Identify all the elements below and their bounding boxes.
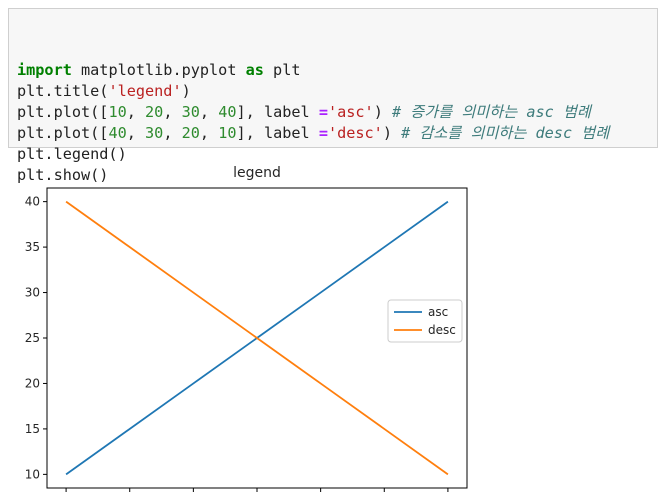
y-tick-label: 35 xyxy=(25,240,40,254)
code-token: 20 xyxy=(145,103,164,121)
legend-label-asc: asc xyxy=(428,305,448,319)
code-token: 20 xyxy=(181,124,200,142)
code-token: = xyxy=(318,124,328,142)
code-token: , xyxy=(199,124,219,142)
legend-box xyxy=(387,299,463,343)
code-token: 40 xyxy=(108,124,127,142)
code-line: plt.legend() xyxy=(17,144,657,165)
code-line: plt.plot([10, 20, 30, 40], label ='asc')… xyxy=(17,102,657,123)
code-token: = xyxy=(318,103,328,121)
code-token: plt.title( xyxy=(17,82,109,100)
y-tick-label: 25 xyxy=(25,331,40,345)
code-token: plt xyxy=(263,61,301,79)
code-line: plt.plot([40, 30, 20, 10], label ='desc'… xyxy=(17,123,657,144)
y-tick-label: 20 xyxy=(25,376,40,390)
y-tick-label: 10 xyxy=(25,467,40,481)
code-token: plt.plot([ xyxy=(17,124,109,142)
code-token: matplotlib.pyplot xyxy=(71,61,246,79)
code-token: 'legend' xyxy=(108,82,182,100)
code-token: import xyxy=(17,61,72,79)
code-token: ], label xyxy=(236,124,319,142)
code-token: 10 xyxy=(218,124,237,142)
code-token: # 감소를 의미하는 desc 범례 xyxy=(401,124,610,142)
code-token: , xyxy=(199,103,219,121)
code-token: 'asc' xyxy=(327,103,374,121)
code-token: # 증가를 의미하는 asc 범례 xyxy=(391,103,591,121)
code-token: , xyxy=(163,124,182,142)
chart: legend 0.00.51.01.52.02.53.0 10 15 20 25 30 3… xyxy=(25,165,468,492)
y-axis: 10 15 20 25 30 35 40 xyxy=(25,195,47,481)
code-cell[interactable]: import matplotlib.pyplot as plt plt.title… xyxy=(8,8,658,184)
y-tick-label: 30 xyxy=(25,286,40,300)
code-token: plt.plot([ xyxy=(17,103,109,121)
code-token: 'desc' xyxy=(327,124,383,142)
code-lines: import matplotlib.pyplot as plt plt.title… xyxy=(17,60,657,186)
code-token: ) xyxy=(373,103,392,121)
legend: asc desc xyxy=(387,299,463,343)
code-token: ) xyxy=(181,82,191,100)
y-tick-label: 15 xyxy=(25,422,40,436)
legend-label-desc: desc xyxy=(428,323,456,337)
code-token: , xyxy=(163,103,182,121)
code-token: ], label xyxy=(236,103,319,121)
code-line: import matplotlib.pyplot as plt xyxy=(17,60,657,81)
code-token: 30 xyxy=(145,124,164,142)
code-token: 10 xyxy=(108,103,127,121)
code-token: plt.legend() xyxy=(17,145,127,163)
code-token: , xyxy=(126,103,146,121)
code-line: plt.show() xyxy=(17,165,657,186)
code-token: ) xyxy=(382,124,402,142)
code-line: plt.title('legend') xyxy=(17,81,657,102)
code-token: plt.show() xyxy=(17,166,109,184)
code-token: as xyxy=(245,61,264,79)
x-axis: 0.00.51.01.52.02.53.0 xyxy=(65,488,449,492)
y-tick-label: 40 xyxy=(25,195,40,209)
code-token: 30 xyxy=(181,103,200,121)
code-token: 40 xyxy=(218,103,237,121)
series-line-desc xyxy=(65,200,449,476)
plot-lines xyxy=(65,200,449,476)
chart-title: legend xyxy=(233,165,281,181)
code-token: , xyxy=(126,124,146,142)
